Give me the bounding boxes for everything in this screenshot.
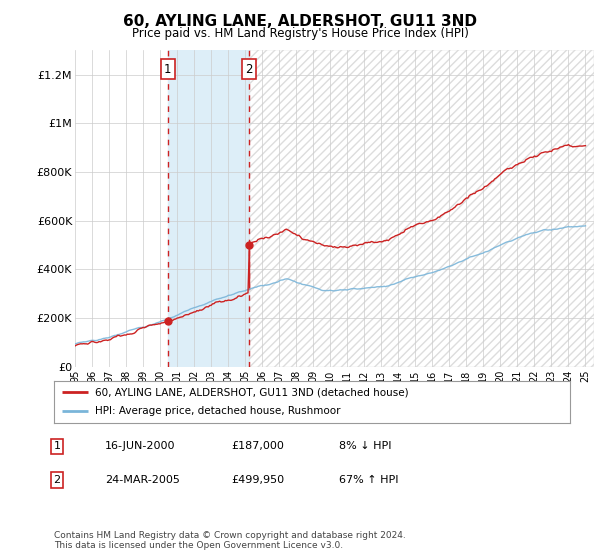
Text: 8% ↓ HPI: 8% ↓ HPI xyxy=(339,441,391,451)
Text: 1: 1 xyxy=(164,63,172,76)
Text: £499,950: £499,950 xyxy=(231,475,284,485)
Text: 2: 2 xyxy=(53,475,61,485)
Text: 60, AYLING LANE, ALDERSHOT, GU11 3ND: 60, AYLING LANE, ALDERSHOT, GU11 3ND xyxy=(123,14,477,29)
Text: 24-MAR-2005: 24-MAR-2005 xyxy=(105,475,180,485)
Text: Price paid vs. HM Land Registry's House Price Index (HPI): Price paid vs. HM Land Registry's House … xyxy=(131,27,469,40)
Text: 60, AYLING LANE, ALDERSHOT, GU11 3ND (detached house): 60, AYLING LANE, ALDERSHOT, GU11 3ND (de… xyxy=(95,387,409,397)
Bar xyxy=(249,50,594,367)
Text: 2: 2 xyxy=(245,63,253,76)
Bar xyxy=(168,50,249,367)
Text: 67% ↑ HPI: 67% ↑ HPI xyxy=(339,475,398,485)
Text: 16-JUN-2000: 16-JUN-2000 xyxy=(105,441,176,451)
Text: HPI: Average price, detached house, Rushmoor: HPI: Average price, detached house, Rush… xyxy=(95,407,341,417)
Text: 1: 1 xyxy=(53,441,61,451)
Text: Contains HM Land Registry data © Crown copyright and database right 2024.
This d: Contains HM Land Registry data © Crown c… xyxy=(54,531,406,550)
Text: £187,000: £187,000 xyxy=(231,441,284,451)
